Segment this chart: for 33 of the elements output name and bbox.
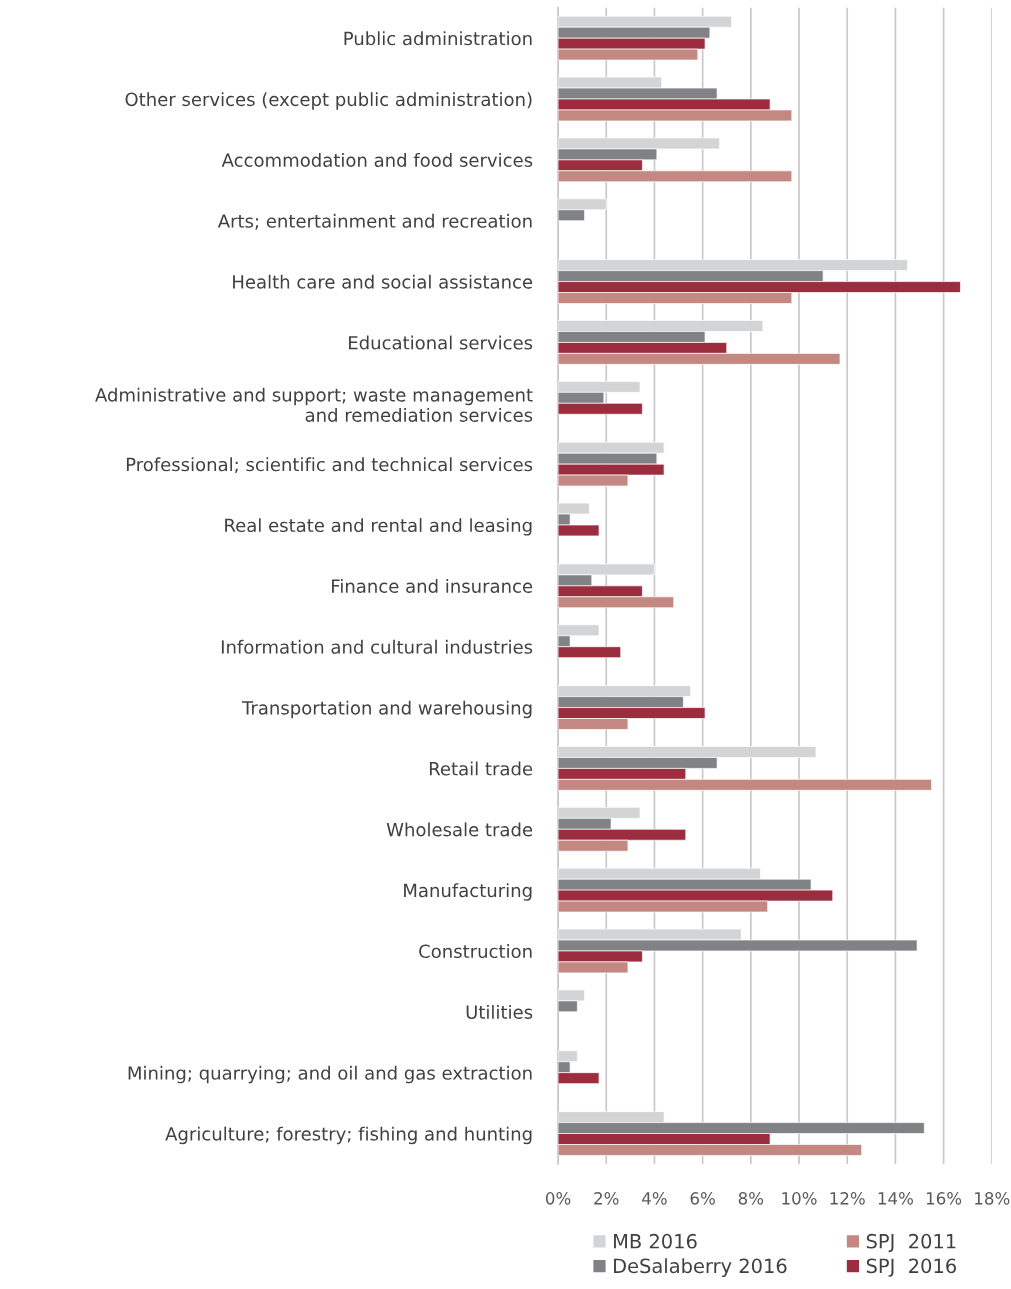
x-tick-label: 18% xyxy=(975,1192,1010,1205)
legend-label: SPJ 2016 xyxy=(866,1258,956,1277)
y-tick-label: Utilities xyxy=(466,1004,533,1019)
y-tick-label: Educational services xyxy=(349,335,533,350)
legend-label: SPJ 2011 xyxy=(866,1233,956,1253)
legend-label: MB 2016 xyxy=(614,1233,697,1249)
x-tick-label: 16% xyxy=(926,1192,962,1205)
y-tick-label: Wholesale trade xyxy=(386,822,533,837)
y-tick-label: Accommodation and food services xyxy=(221,153,533,167)
y-tick-label: Retail trade xyxy=(429,761,533,776)
x-tick-label: 4% xyxy=(642,1192,667,1205)
y-tick-label: Administrative and support; waste management and remediation services xyxy=(95,387,533,422)
x-tick-label: 6% xyxy=(690,1192,715,1205)
y-tick-label: Finance and insurance xyxy=(332,578,533,593)
y-tick-label: Other services (except public administration) xyxy=(125,92,532,110)
x-tick-label: 12% xyxy=(830,1192,865,1205)
y-tick-label: Real estate and rental and leasing xyxy=(225,518,532,536)
y-tick-label: Health care and social assistance xyxy=(233,274,533,289)
y-tick-label: Manufacturing xyxy=(404,883,532,901)
y-tick-label: Construction xyxy=(419,944,532,959)
legend-label: DeSalaberry 2016 xyxy=(614,1258,787,1277)
x-tick-label: 0% xyxy=(545,1192,571,1205)
y-tick-label: Professional; scientific and technical services xyxy=(126,457,533,474)
x-tick-label: 2% xyxy=(594,1192,619,1205)
y-tick-label: Public administration xyxy=(344,31,532,46)
y-tick-label: Agriculture; forestry; fishing and hunting xyxy=(165,1126,532,1145)
x-tick-label: 10% xyxy=(782,1192,817,1205)
x-tick-label: 8% xyxy=(738,1192,764,1205)
x-tick-label: 14% xyxy=(878,1192,914,1205)
y-tick-label: Transportation and warehousing xyxy=(241,700,532,719)
y-tick-label: Arts; entertainment and recreation xyxy=(217,213,532,230)
y-tick-label: Information and cultural industries xyxy=(221,639,533,654)
y-tick-label: Mining; quarrying; and oil and gas extraction xyxy=(128,1065,532,1084)
